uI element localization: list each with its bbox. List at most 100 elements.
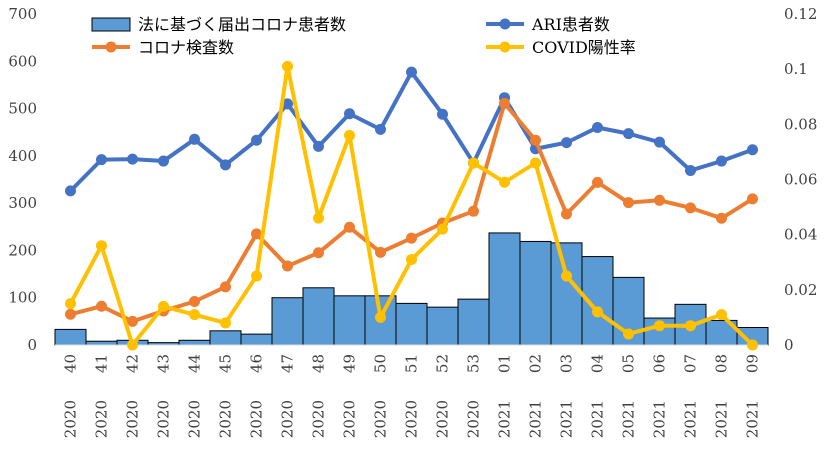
data-point — [592, 121, 603, 133]
x-tick-year: 2020 — [186, 400, 204, 438]
data-point — [96, 300, 107, 312]
x-tick-year: 2020 — [434, 400, 452, 438]
y-right-tick-label: 0.1 — [784, 60, 808, 78]
data-point — [468, 205, 479, 217]
x-tick-week: 50 — [372, 354, 390, 373]
x-tick-year: 2021 — [496, 400, 514, 438]
x-tick-week: 09 — [744, 354, 762, 373]
data-point — [96, 154, 107, 166]
bar — [271, 297, 304, 346]
bar — [643, 317, 676, 346]
x-tick-week: 04 — [589, 354, 607, 373]
data-point — [220, 317, 231, 329]
y-left-tick-label: 300 — [8, 194, 37, 212]
data-point — [530, 157, 541, 169]
x-tick-year: 2020 — [372, 400, 390, 438]
bar — [209, 330, 242, 346]
data-point — [561, 270, 572, 282]
data-point — [406, 232, 417, 244]
data-point — [499, 97, 510, 109]
data-point — [344, 129, 355, 141]
legend-label: COVID陽性率 — [532, 38, 636, 57]
data-point — [654, 136, 665, 148]
data-point — [623, 128, 634, 140]
x-tick-year: 2020 — [217, 400, 235, 438]
legend-swatch-marker — [105, 41, 117, 53]
x-tick-year: 2021 — [744, 400, 762, 438]
x-tick-year: 2021 — [527, 400, 545, 438]
data-point — [716, 212, 727, 224]
data-point — [747, 193, 758, 205]
bar — [240, 333, 273, 346]
y-left-tick-label: 700 — [8, 5, 37, 23]
bar — [426, 306, 459, 346]
y-left-tick-label: 200 — [8, 241, 37, 259]
bar — [457, 298, 490, 346]
data-point — [499, 176, 510, 188]
bar — [488, 232, 521, 346]
x-tick-week: 42 — [124, 354, 142, 373]
bar — [519, 240, 552, 346]
y-left-tick-label: 600 — [8, 52, 37, 70]
data-point — [561, 137, 572, 149]
x-tick-year: 2021 — [620, 400, 638, 438]
x-tick-year: 2021 — [682, 400, 700, 438]
x-tick-year: 2021 — [589, 400, 607, 438]
bar — [178, 339, 211, 346]
x-tick-year: 2021 — [651, 400, 669, 438]
x-tick-week: 51 — [403, 354, 421, 373]
data-point — [406, 66, 417, 78]
x-tick-year: 2020 — [403, 400, 421, 438]
data-point — [127, 339, 138, 351]
x-tick-year: 2020 — [93, 400, 111, 438]
x-tick-year: 2020 — [341, 400, 359, 438]
bar — [395, 302, 428, 346]
data-point — [437, 223, 448, 235]
data-point — [127, 315, 138, 327]
data-point — [437, 108, 448, 120]
data-point — [313, 247, 324, 259]
x-tick-week: 06 — [651, 354, 669, 373]
x-tick-week: 52 — [434, 354, 452, 373]
x-tick-year: 2020 — [279, 400, 297, 438]
y-left-tick-label: 400 — [8, 147, 37, 165]
series-line — [68, 70, 755, 193]
legend-label: ARI患者数 — [531, 15, 610, 34]
data-point — [747, 144, 758, 156]
data-point — [158, 300, 169, 312]
y-right-tick-label: 0.12 — [784, 5, 817, 23]
x-tick-year: 2020 — [248, 400, 266, 438]
legend-label: 法に基づく届出コロナ患者数 — [138, 15, 346, 34]
data-point — [282, 260, 293, 272]
legend-swatch-bar — [91, 17, 131, 32]
x-tick-week: 44 — [186, 354, 204, 373]
x-tick-week: 43 — [155, 354, 173, 373]
x-tick-year: 2020 — [155, 400, 173, 438]
x-tick-week: 08 — [713, 354, 731, 373]
data-point — [65, 185, 76, 197]
x-tick-year: 2021 — [713, 400, 731, 438]
data-point — [251, 228, 262, 240]
data-point — [654, 320, 665, 332]
data-point — [375, 246, 386, 258]
data-point — [375, 311, 386, 323]
data-point — [65, 298, 76, 310]
y-left-tick-label: 500 — [8, 100, 37, 118]
data-point — [561, 208, 572, 220]
x-tick-week: 48 — [310, 354, 328, 373]
data-point — [623, 197, 634, 209]
data-point — [592, 306, 603, 318]
x-tick-week: 05 — [620, 354, 638, 373]
data-point — [375, 123, 386, 135]
y-left-tick-label: 100 — [8, 289, 37, 307]
y-right-tick-label: 0.04 — [784, 226, 817, 244]
x-tick-year: 2020 — [124, 400, 142, 438]
data-point — [251, 134, 262, 146]
series-line — [68, 101, 755, 324]
y-left-tick-label: 0 — [27, 336, 37, 354]
y-right-tick-label: 0.08 — [784, 115, 817, 133]
x-tick-week: 53 — [465, 354, 483, 373]
x-tick-labels: 40 41 42 43 44 45 46 47 48 49 50 51 52 53 01 02 03 04 05 06… — [62, 354, 762, 438]
